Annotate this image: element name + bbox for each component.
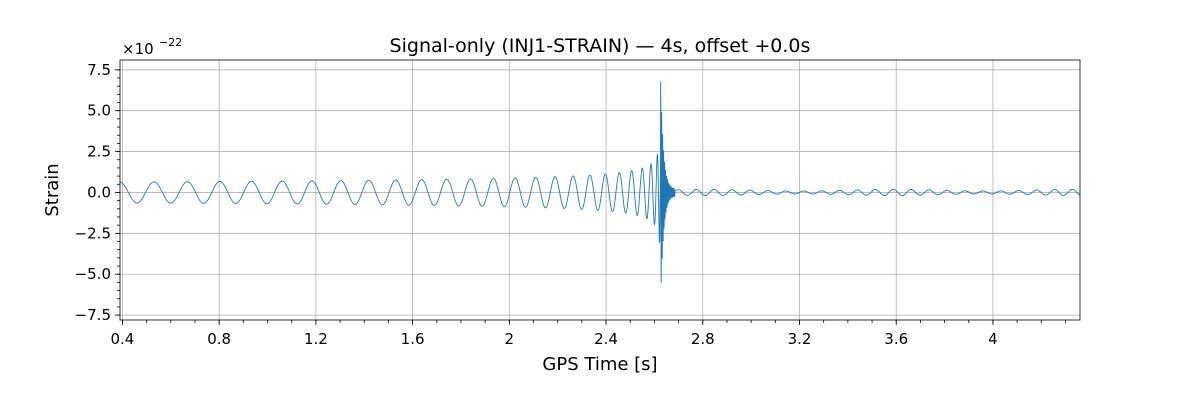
x-tick-label: 0.8 bbox=[207, 330, 231, 348]
y-tick-label: 0.0 bbox=[87, 183, 111, 201]
chart-title: Signal-only (INJ1-STRAIN) — 4s, offset +… bbox=[390, 35, 811, 57]
y-tick-label: 2.5 bbox=[87, 143, 111, 161]
strain-series-line bbox=[119, 81, 1081, 283]
x-tick-label: 4 bbox=[988, 330, 998, 348]
x-tick-label: 3.6 bbox=[884, 330, 908, 348]
y-tick-label: −2.5 bbox=[75, 224, 111, 242]
y-axis-label: Strain bbox=[42, 163, 63, 216]
x-tick-label: 0.4 bbox=[110, 330, 134, 348]
plot-frame bbox=[119, 59, 1081, 321]
x-tick-label: 1.6 bbox=[401, 330, 425, 348]
y-scale-exponent: −22 bbox=[159, 36, 182, 49]
y-tick-label: −5.0 bbox=[75, 265, 111, 283]
grid-layer bbox=[120, 60, 1080, 320]
series-layer bbox=[119, 81, 1081, 283]
y-tick-label: 7.5 bbox=[87, 61, 111, 79]
x-tick-label: 1.2 bbox=[304, 330, 328, 348]
x-tick-label: 2 bbox=[505, 330, 515, 348]
x-tick-label: 2.4 bbox=[594, 330, 618, 348]
x-tick-label: 2.8 bbox=[691, 330, 715, 348]
y-scale-factor: ×10 bbox=[122, 40, 154, 58]
x-tick-label: 3.2 bbox=[788, 330, 812, 348]
ticks-layer: 0.4 0.8 1.2 1.6 2 2.4 2.8 3.2 3.6 4 −7.5 −5.0 −2.5 0.… bbox=[75, 61, 1066, 348]
x-axis-label: GPS Time [s] bbox=[542, 354, 657, 375]
y-tick-label: 5.0 bbox=[87, 102, 111, 120]
y-tick-label: −7.5 bbox=[75, 306, 111, 324]
